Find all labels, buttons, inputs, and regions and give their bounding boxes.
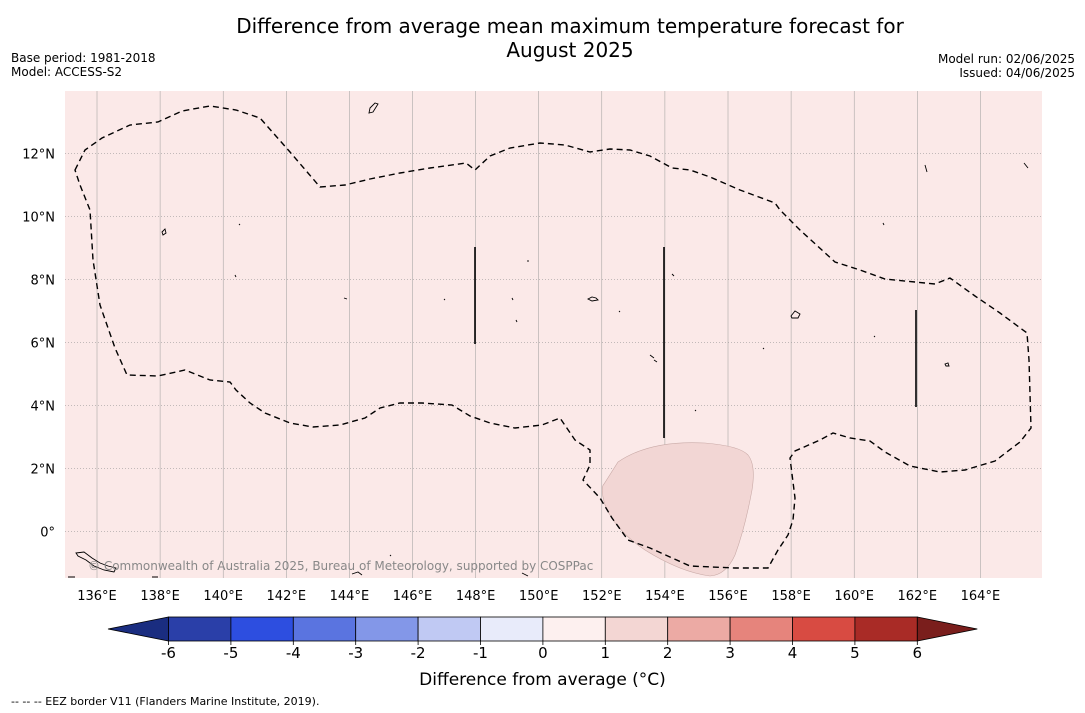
latitude-labels: 12°N 10°N 8°N 6°N 4°N 2°N 0° <box>22 148 55 541</box>
base-period: Base period: 1981-2018 <box>11 51 156 65</box>
island-shape <box>586 296 599 302</box>
colorbar-segment <box>604 616 669 642</box>
colorbar-tick-labels: -6 -5 -4 -3 -2 -1 0 1 2 3 4 5 6 <box>161 641 922 662</box>
colorbar <box>107 616 978 642</box>
colorbar-tick-label: 5 <box>850 644 860 662</box>
lon-tick-label: 146°E <box>393 589 433 604</box>
issued-date: Issued: 04/06/2025 <box>959 66 1075 80</box>
colorbar-tick-label: 6 <box>913 644 923 662</box>
colorbar-under-arrow <box>107 616 169 642</box>
lat-tick-label: 8°N <box>31 274 56 289</box>
eez-meridian-segments <box>474 247 917 438</box>
colorbar-segment <box>292 616 357 642</box>
lon-tick-label: 144°E <box>330 589 370 604</box>
lon-tick-label: 138°E <box>140 589 180 604</box>
colorbar-segment <box>667 616 731 642</box>
colorbar-segment <box>417 616 481 642</box>
colorbar-tick-label: -6 <box>161 644 176 662</box>
island-shape <box>68 571 529 578</box>
lat-tick-label: 2°N <box>31 463 56 478</box>
lat-tick-label: 12°N <box>22 148 55 163</box>
lon-tick-label: 148°E <box>456 589 496 604</box>
colorbar-segment <box>355 616 419 642</box>
guam-island <box>368 102 379 114</box>
model-run: Model run: 02/06/2025 <box>937 52 1075 66</box>
colorbar-segment <box>230 616 294 642</box>
colorbar-tick-label: -3 <box>348 644 363 662</box>
lon-tick-label: 150°E <box>519 589 559 604</box>
copyright-text: © Commonwealth of Australia 2025, Bureau… <box>88 559 593 573</box>
lat-tick-label: 10°N <box>22 211 55 226</box>
lon-tick-label: 142°E <box>267 589 307 604</box>
island-shape <box>75 551 117 573</box>
longitude-labels: 136°E 138°E 140°E 142°E 144°E 146°E 148°E 150°E… <box>77 589 1000 604</box>
colorbar-tick-label: 4 <box>788 644 798 662</box>
colorbar-tick-label: -5 <box>223 644 238 662</box>
graticule <box>65 91 1042 578</box>
colorbar-tick-label: 2 <box>663 644 673 662</box>
lat-tick-label: 4°N <box>31 400 56 415</box>
meta-left: Base period: 1981-2018 Model: ACCESS-S2 <box>11 51 156 79</box>
lat-tick-label: 0° <box>40 526 55 541</box>
colorbar-segment <box>480 616 544 642</box>
colorbar-segment <box>792 616 856 642</box>
island-shape <box>790 310 801 319</box>
islands <box>68 102 1029 578</box>
colorbar-segment <box>854 616 918 642</box>
colorbar-tick-label: -4 <box>286 644 301 662</box>
island-shape <box>944 362 950 367</box>
colorbar-over-arrow <box>916 616 978 642</box>
title-line-1: Difference from average mean maximum tem… <box>236 14 904 38</box>
colorbar-segment <box>542 616 606 642</box>
colorbar-tick-label: 0 <box>538 644 548 662</box>
meta-right: Model run: 02/06/2025 Issued: 04/06/2025 <box>938 52 1075 80</box>
lon-tick-label: 162°E <box>898 589 938 604</box>
model-name: Model: ACCESS-S2 <box>11 65 123 79</box>
colorbar-label: Difference from average (°C) <box>419 670 666 690</box>
colorbar-tick-label: -1 <box>473 644 488 662</box>
colorbar-tick-label: 3 <box>725 644 735 662</box>
lon-tick-label: 156°E <box>708 589 748 604</box>
lat-tick-label: 6°N <box>31 337 56 352</box>
lon-tick-label: 164°E <box>961 589 1001 604</box>
colorbar-tick-label: -2 <box>411 644 426 662</box>
footnote-eez: -- -- -- EEZ border V11 (Flanders Marine… <box>11 695 320 708</box>
lon-tick-label: 154°E <box>645 589 685 604</box>
colorbar-segment <box>168 616 232 642</box>
chart-title: Difference from average mean maximum tem… <box>170 14 970 62</box>
island-shape <box>161 228 167 236</box>
map-background <box>65 91 1042 578</box>
colorbar-tick-label: 1 <box>601 644 611 662</box>
title-line-2: August 2025 <box>506 38 634 62</box>
lon-tick-label: 160°E <box>834 589 874 604</box>
colorbar-segment <box>729 616 793 642</box>
lon-tick-label: 136°E <box>77 589 117 604</box>
lon-tick-label: 152°E <box>582 589 622 604</box>
lon-tick-label: 140°E <box>203 589 243 604</box>
lon-tick-label: 158°E <box>771 589 811 604</box>
island-shape <box>234 222 885 557</box>
island-shape <box>649 162 1029 363</box>
